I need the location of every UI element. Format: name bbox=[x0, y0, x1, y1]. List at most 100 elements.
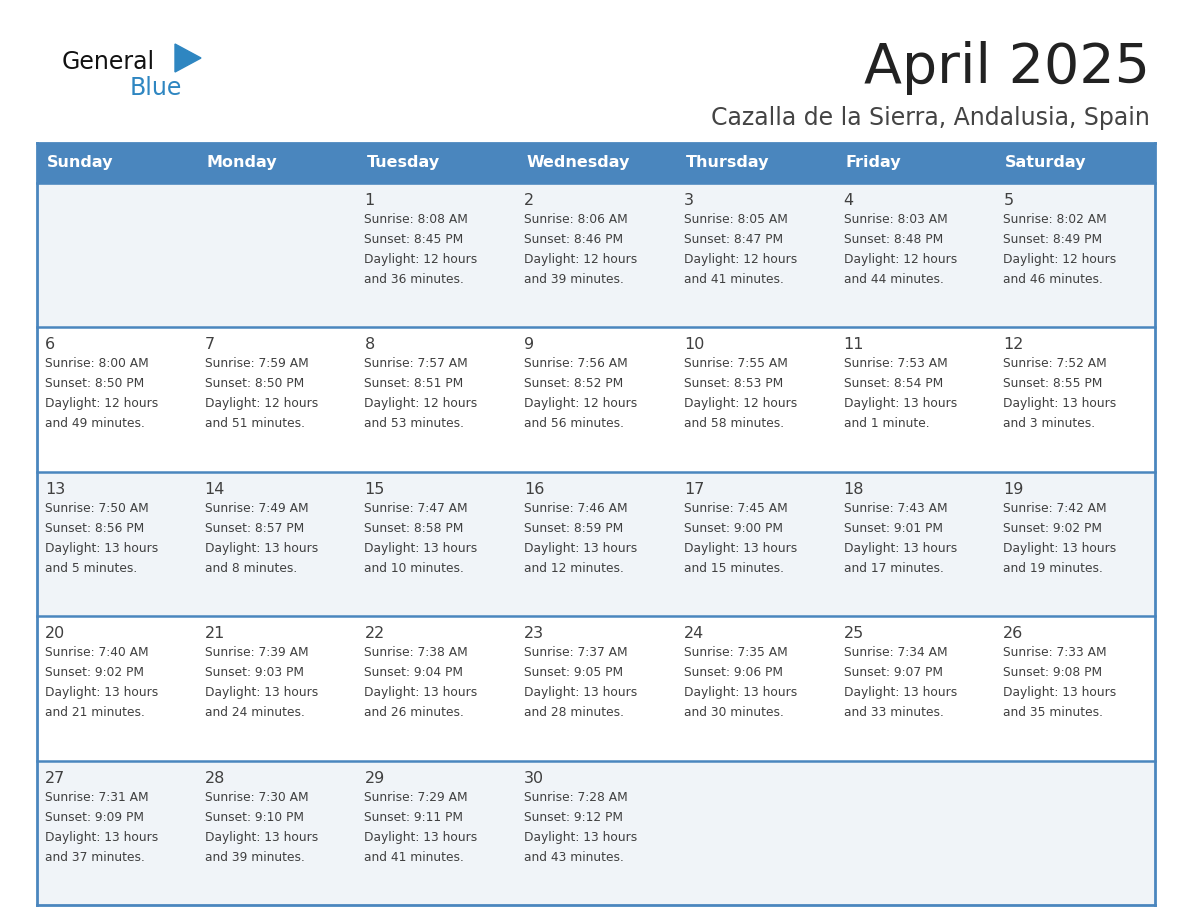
Text: Sunset: 8:55 PM: Sunset: 8:55 PM bbox=[1004, 377, 1102, 390]
FancyBboxPatch shape bbox=[37, 328, 1155, 472]
Polygon shape bbox=[175, 44, 201, 72]
Text: Sunset: 8:47 PM: Sunset: 8:47 PM bbox=[684, 233, 783, 246]
Text: and 1 minute.: and 1 minute. bbox=[843, 418, 929, 431]
FancyBboxPatch shape bbox=[37, 616, 1155, 761]
Text: Daylight: 13 hours: Daylight: 13 hours bbox=[843, 542, 956, 554]
Text: Daylight: 12 hours: Daylight: 12 hours bbox=[843, 253, 956, 266]
Text: and 58 minutes.: and 58 minutes. bbox=[684, 418, 784, 431]
Text: Daylight: 13 hours: Daylight: 13 hours bbox=[45, 831, 158, 844]
Text: 28: 28 bbox=[204, 770, 225, 786]
Text: Sunset: 9:02 PM: Sunset: 9:02 PM bbox=[1004, 521, 1102, 535]
Text: 8: 8 bbox=[365, 338, 374, 353]
Text: Sunset: 8:50 PM: Sunset: 8:50 PM bbox=[204, 377, 304, 390]
FancyBboxPatch shape bbox=[516, 143, 676, 183]
Text: Sunrise: 7:53 AM: Sunrise: 7:53 AM bbox=[843, 357, 947, 370]
Text: Sunrise: 7:38 AM: Sunrise: 7:38 AM bbox=[365, 646, 468, 659]
Text: 24: 24 bbox=[684, 626, 704, 641]
FancyBboxPatch shape bbox=[356, 143, 516, 183]
Text: 27: 27 bbox=[45, 770, 65, 786]
Text: and 17 minutes.: and 17 minutes. bbox=[843, 562, 943, 575]
Text: 10: 10 bbox=[684, 338, 704, 353]
Text: General: General bbox=[62, 50, 156, 74]
Text: and 3 minutes.: and 3 minutes. bbox=[1004, 418, 1095, 431]
Text: Sunrise: 7:45 AM: Sunrise: 7:45 AM bbox=[684, 502, 788, 515]
Text: 23: 23 bbox=[524, 626, 544, 641]
Text: Sunset: 8:53 PM: Sunset: 8:53 PM bbox=[684, 377, 783, 390]
Text: Sunrise: 7:39 AM: Sunrise: 7:39 AM bbox=[204, 646, 309, 659]
Text: Sunset: 8:49 PM: Sunset: 8:49 PM bbox=[1004, 233, 1102, 246]
Text: 1: 1 bbox=[365, 193, 374, 208]
Text: 3: 3 bbox=[684, 193, 694, 208]
Text: Sunset: 8:45 PM: Sunset: 8:45 PM bbox=[365, 233, 463, 246]
Text: Cazalla de la Sierra, Andalusia, Spain: Cazalla de la Sierra, Andalusia, Spain bbox=[712, 106, 1150, 130]
Text: 26: 26 bbox=[1004, 626, 1024, 641]
Text: Daylight: 13 hours: Daylight: 13 hours bbox=[365, 831, 478, 844]
FancyBboxPatch shape bbox=[37, 183, 1155, 328]
Text: Sunrise: 7:43 AM: Sunrise: 7:43 AM bbox=[843, 502, 947, 515]
Text: and 37 minutes.: and 37 minutes. bbox=[45, 851, 145, 864]
Text: 14: 14 bbox=[204, 482, 225, 497]
Text: Sunrise: 7:33 AM: Sunrise: 7:33 AM bbox=[1004, 646, 1107, 659]
Text: Sunset: 8:59 PM: Sunset: 8:59 PM bbox=[524, 521, 624, 535]
Text: Sunset: 9:00 PM: Sunset: 9:00 PM bbox=[684, 521, 783, 535]
Text: Daylight: 12 hours: Daylight: 12 hours bbox=[684, 397, 797, 410]
Text: and 41 minutes.: and 41 minutes. bbox=[684, 273, 784, 286]
Text: Daylight: 13 hours: Daylight: 13 hours bbox=[524, 686, 638, 700]
Text: Sunrise: 7:49 AM: Sunrise: 7:49 AM bbox=[204, 502, 309, 515]
Text: Sunset: 9:05 PM: Sunset: 9:05 PM bbox=[524, 666, 624, 679]
Text: Daylight: 12 hours: Daylight: 12 hours bbox=[45, 397, 158, 410]
Text: Sunrise: 7:47 AM: Sunrise: 7:47 AM bbox=[365, 502, 468, 515]
Text: Daylight: 13 hours: Daylight: 13 hours bbox=[684, 686, 797, 700]
Text: Daylight: 12 hours: Daylight: 12 hours bbox=[365, 253, 478, 266]
Text: and 19 minutes.: and 19 minutes. bbox=[1004, 562, 1104, 575]
Text: Sunset: 8:52 PM: Sunset: 8:52 PM bbox=[524, 377, 624, 390]
Text: Sunset: 9:02 PM: Sunset: 9:02 PM bbox=[45, 666, 144, 679]
Text: Sunrise: 7:57 AM: Sunrise: 7:57 AM bbox=[365, 357, 468, 370]
Text: Daylight: 13 hours: Daylight: 13 hours bbox=[1004, 542, 1117, 554]
Text: Sunset: 9:06 PM: Sunset: 9:06 PM bbox=[684, 666, 783, 679]
Text: Sunrise: 8:00 AM: Sunrise: 8:00 AM bbox=[45, 357, 148, 370]
Text: Sunset: 9:12 PM: Sunset: 9:12 PM bbox=[524, 811, 624, 823]
Text: Sunrise: 7:50 AM: Sunrise: 7:50 AM bbox=[45, 502, 148, 515]
Text: Sunrise: 7:42 AM: Sunrise: 7:42 AM bbox=[1004, 502, 1107, 515]
Text: Blue: Blue bbox=[129, 76, 183, 100]
Text: Daylight: 13 hours: Daylight: 13 hours bbox=[1004, 397, 1117, 410]
Text: and 39 minutes.: and 39 minutes. bbox=[204, 851, 304, 864]
Text: Sunrise: 7:37 AM: Sunrise: 7:37 AM bbox=[524, 646, 627, 659]
Text: 11: 11 bbox=[843, 338, 864, 353]
Text: and 39 minutes.: and 39 minutes. bbox=[524, 273, 624, 286]
Text: Sunrise: 7:28 AM: Sunrise: 7:28 AM bbox=[524, 790, 628, 803]
Text: Sunrise: 8:05 AM: Sunrise: 8:05 AM bbox=[684, 213, 788, 226]
Text: 4: 4 bbox=[843, 193, 854, 208]
Text: Sunrise: 7:31 AM: Sunrise: 7:31 AM bbox=[45, 790, 148, 803]
Text: Daylight: 13 hours: Daylight: 13 hours bbox=[524, 831, 638, 844]
Text: and 43 minutes.: and 43 minutes. bbox=[524, 851, 624, 864]
Text: Daylight: 12 hours: Daylight: 12 hours bbox=[1004, 253, 1117, 266]
Text: and 33 minutes.: and 33 minutes. bbox=[843, 706, 943, 719]
Text: Daylight: 12 hours: Daylight: 12 hours bbox=[524, 397, 638, 410]
Text: 6: 6 bbox=[45, 338, 55, 353]
Text: Daylight: 12 hours: Daylight: 12 hours bbox=[684, 253, 797, 266]
Text: Sunset: 9:11 PM: Sunset: 9:11 PM bbox=[365, 811, 463, 823]
Text: 19: 19 bbox=[1004, 482, 1024, 497]
Text: 12: 12 bbox=[1004, 338, 1024, 353]
Text: and 53 minutes.: and 53 minutes. bbox=[365, 418, 465, 431]
FancyBboxPatch shape bbox=[835, 143, 996, 183]
Text: Sunset: 9:07 PM: Sunset: 9:07 PM bbox=[843, 666, 942, 679]
Text: Sunset: 8:50 PM: Sunset: 8:50 PM bbox=[45, 377, 144, 390]
Text: Sunrise: 8:06 AM: Sunrise: 8:06 AM bbox=[524, 213, 628, 226]
Text: Tuesday: Tuesday bbox=[366, 155, 440, 171]
Text: April 2025: April 2025 bbox=[864, 41, 1150, 95]
Text: Sunset: 8:54 PM: Sunset: 8:54 PM bbox=[843, 377, 943, 390]
Text: Daylight: 13 hours: Daylight: 13 hours bbox=[45, 542, 158, 554]
Text: and 51 minutes.: and 51 minutes. bbox=[204, 418, 304, 431]
Text: Daylight: 12 hours: Daylight: 12 hours bbox=[204, 397, 318, 410]
Text: Daylight: 13 hours: Daylight: 13 hours bbox=[843, 397, 956, 410]
Text: 16: 16 bbox=[524, 482, 544, 497]
Text: Daylight: 13 hours: Daylight: 13 hours bbox=[524, 542, 638, 554]
Text: Sunrise: 7:29 AM: Sunrise: 7:29 AM bbox=[365, 790, 468, 803]
Text: Thursday: Thursday bbox=[685, 155, 770, 171]
Text: Sunrise: 7:30 AM: Sunrise: 7:30 AM bbox=[204, 790, 309, 803]
Text: 7: 7 bbox=[204, 338, 215, 353]
Text: Sunset: 9:09 PM: Sunset: 9:09 PM bbox=[45, 811, 144, 823]
